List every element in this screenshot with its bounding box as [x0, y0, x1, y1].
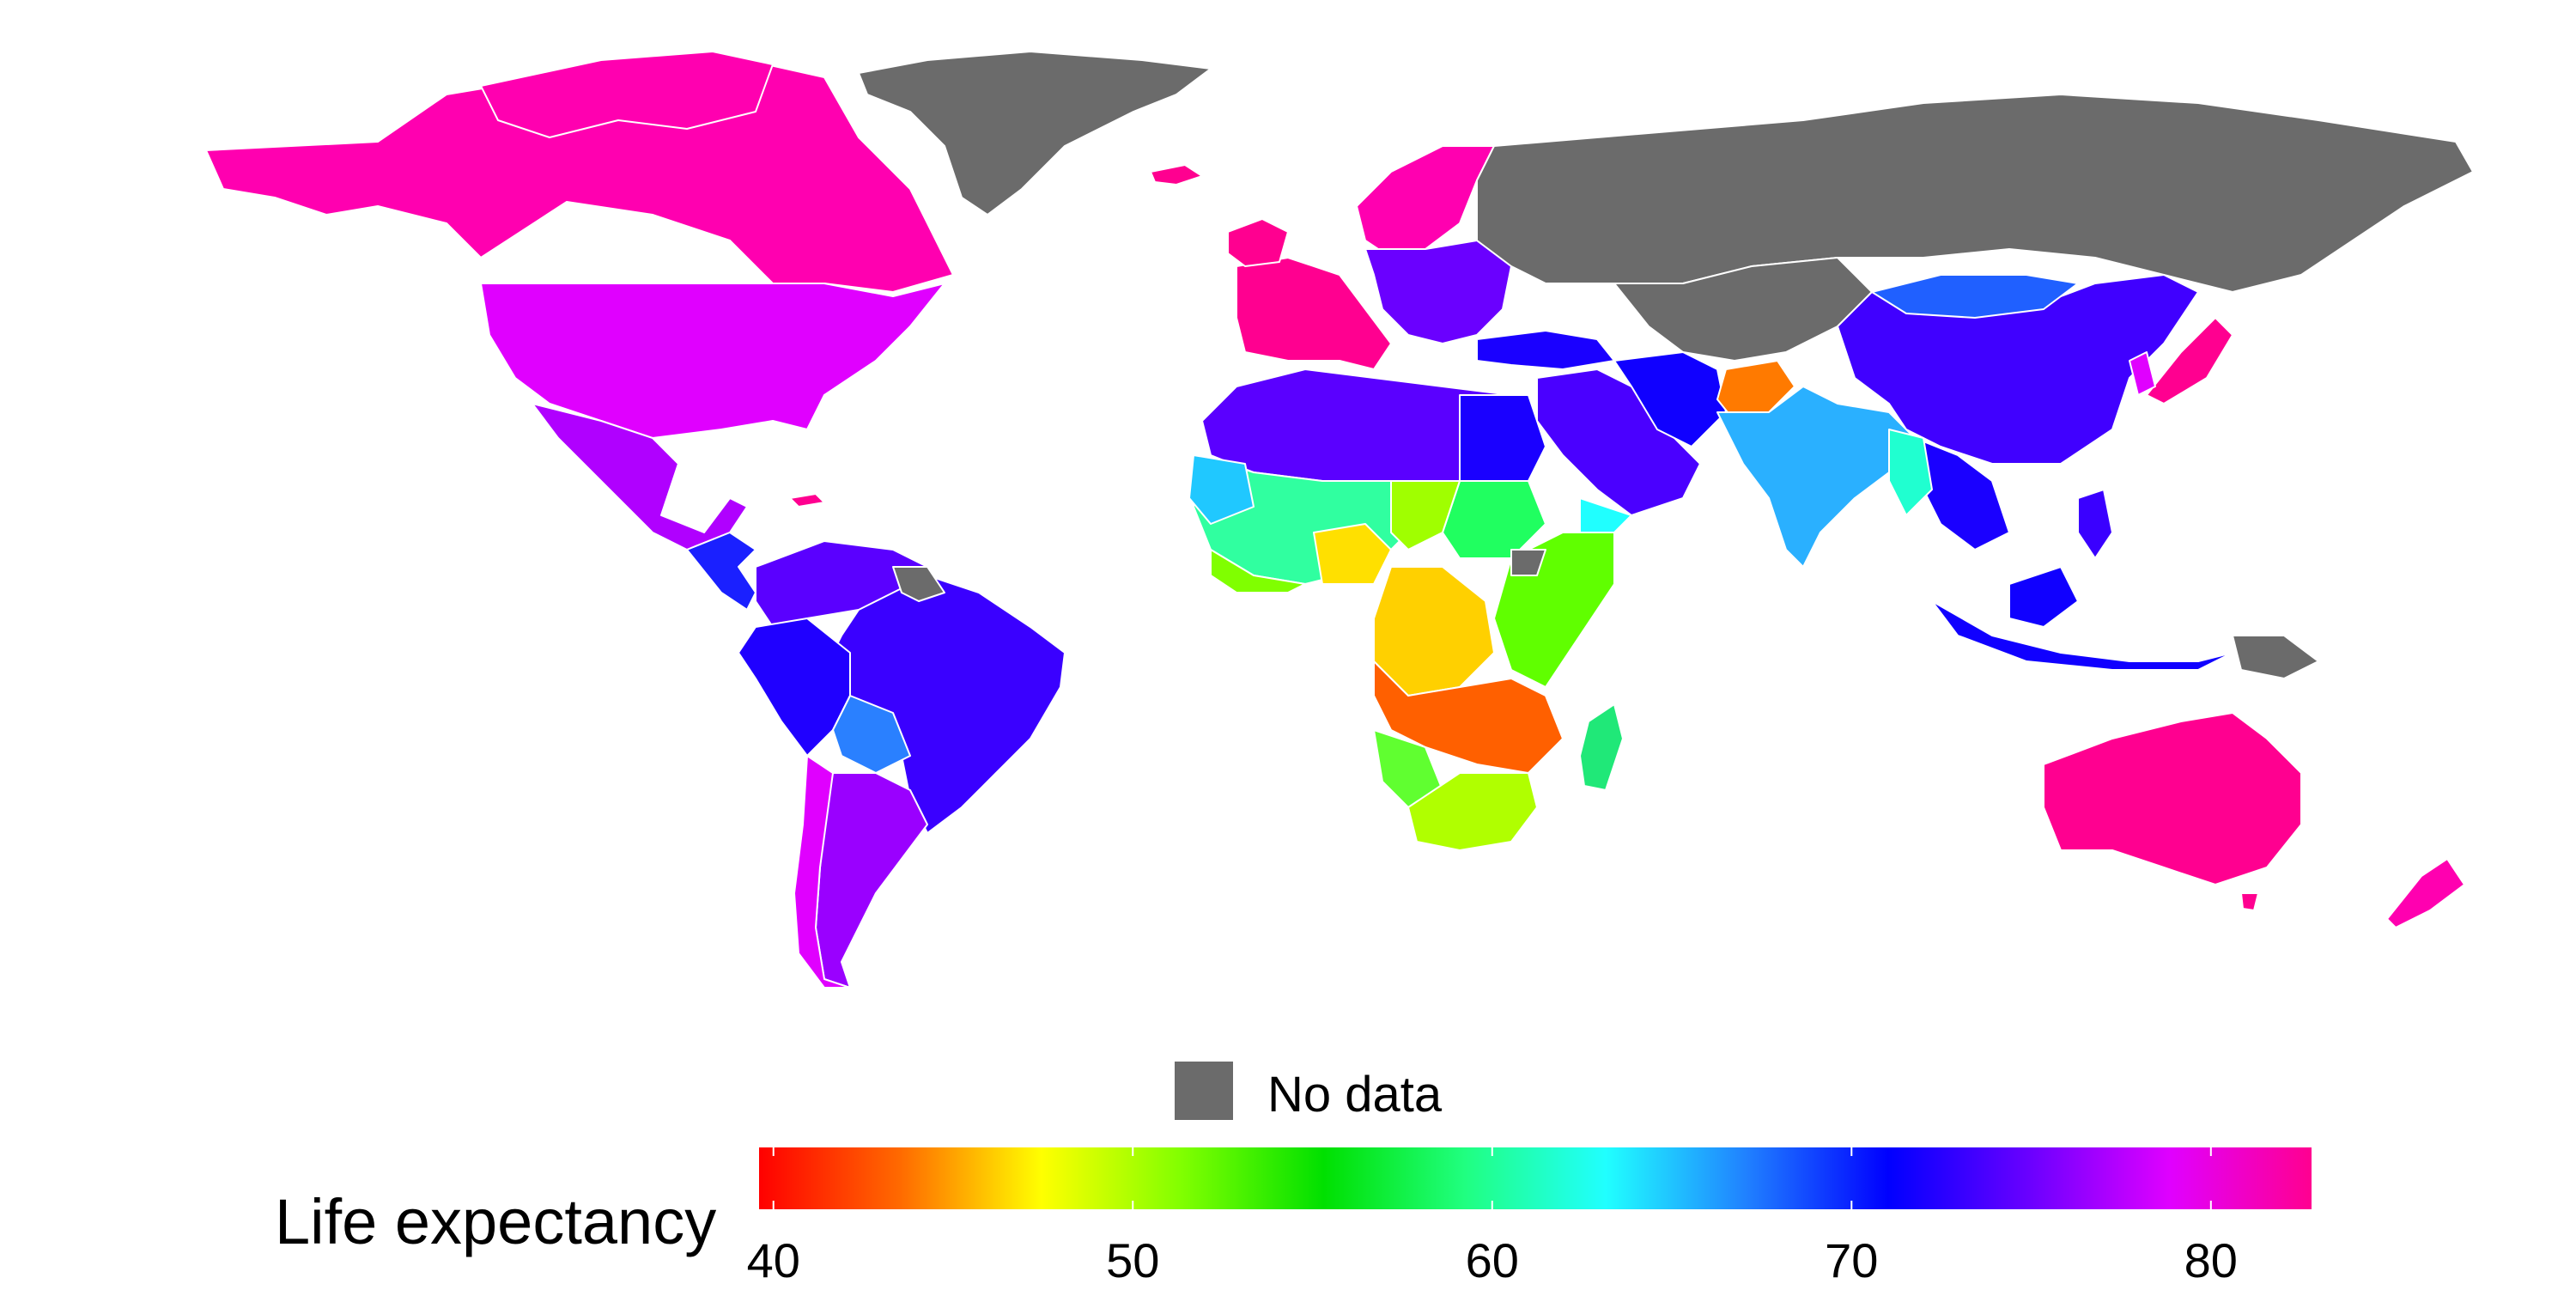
colorbar	[759, 1147, 2312, 1209]
region-iceland	[1150, 164, 1203, 186]
region-papua-new-guinea	[2232, 635, 2319, 679]
region-middle-east	[1536, 368, 1701, 516]
region-turkey	[1476, 330, 1615, 370]
countries-layer	[205, 51, 2474, 989]
region-mauritania	[1188, 454, 1255, 525]
region-iran	[1613, 351, 1727, 447]
region-western-europe	[1236, 257, 1392, 370]
region-philippines	[2077, 489, 2113, 559]
colorbar-ticks	[772, 1147, 2212, 1209]
region-greenland	[858, 51, 1212, 216]
region-south-africa	[1407, 772, 1538, 851]
tick-label-0: 40	[746, 1233, 800, 1287]
region-peru	[738, 618, 851, 757]
region-british-isles	[1227, 218, 1289, 267]
region-west-coast	[1210, 549, 1306, 593]
region-india	[1716, 386, 1916, 568]
region-myanmar	[1888, 429, 1933, 516]
no-data-swatch	[1175, 1062, 1233, 1120]
region-chile	[793, 755, 851, 989]
region-indonesia	[1931, 600, 2233, 671]
region-new-zealand	[2386, 858, 2465, 928]
tick-label-4: 80	[2184, 1233, 2238, 1287]
region-mongolia	[1871, 274, 2079, 319]
region-caribbean	[789, 493, 825, 508]
tick-label-1: 50	[1106, 1233, 1160, 1287]
region-russia	[1476, 94, 2474, 293]
region-argentina	[815, 772, 928, 989]
region-mexico	[532, 403, 748, 551]
region-guianas	[892, 566, 945, 602]
region-canada-islands	[480, 51, 774, 138]
region-ethiopia	[1510, 549, 1546, 576]
region-chad	[1390, 480, 1461, 551]
region-tasmania	[2240, 892, 2259, 911]
tick-label-2: 60	[1465, 1233, 1519, 1287]
region-eastern-europe	[1364, 240, 1512, 344]
tick-label-3: 70	[1825, 1233, 1879, 1287]
no-data-label: No data	[1267, 1067, 1443, 1123]
region-madagascar	[1579, 703, 1624, 791]
region-australia	[2043, 712, 2302, 885]
region-korea	[2129, 351, 2156, 396]
region-egypt	[1459, 394, 1546, 482]
region-sudan	[1442, 480, 1546, 559]
region-japan	[2146, 317, 2233, 405]
legend-title: Life expectancy	[275, 1186, 717, 1257]
region-united-states	[480, 283, 945, 439]
region-nigeria	[1313, 523, 1392, 585]
region-borneo	[2008, 566, 2079, 628]
region-central-africa	[1373, 566, 1495, 697]
